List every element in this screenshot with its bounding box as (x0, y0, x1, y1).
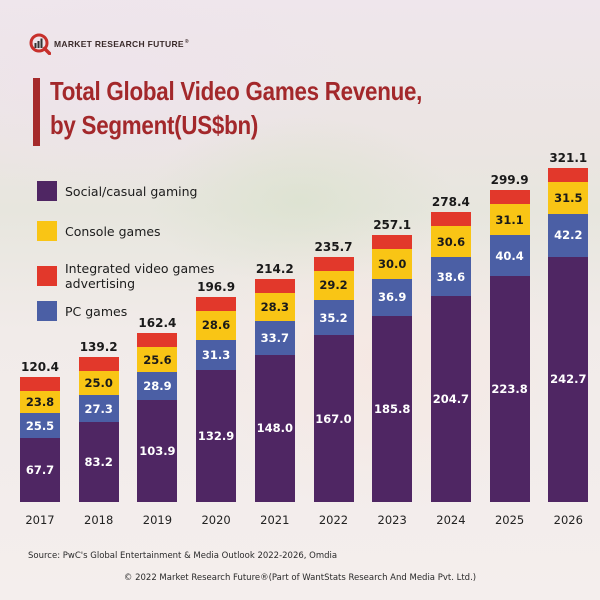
segment-social: 67.7 (20, 437, 60, 502)
bar-total-label: 257.1 (373, 217, 412, 232)
segment-console: 28.6 (196, 311, 237, 340)
segment-pc: 42.2 (548, 213, 589, 257)
segment-pc: 31.3 (196, 339, 237, 371)
bar-total-label: 278.4 (431, 195, 470, 210)
segment-advertising (78, 357, 119, 372)
segment-console: 25.6 (137, 347, 178, 373)
bar-total-label: 162.4 (138, 316, 177, 331)
title-line-2: by Segment(US$bn) (50, 110, 259, 140)
segment-pc: 36.9 (372, 278, 413, 316)
segment-social: 167.0 (313, 335, 354, 502)
x-axis-tick-label: 2026 (553, 513, 583, 527)
bar-2020: 28.6 31.3 132.9 (196, 297, 237, 502)
legend-swatch-social (37, 181, 57, 201)
segment-console: 25.0 (78, 371, 119, 396)
segment-pc: 28.9 (137, 372, 178, 401)
title-accent-bar (33, 78, 40, 146)
copyright-note: © 2022 Market Research Future®(Part of W… (123, 573, 477, 583)
bar-total-label: 299.9 (490, 173, 529, 188)
segment-pc: 33.7 (254, 321, 295, 355)
segment-console: 31.5 (548, 182, 589, 214)
legend-item-social: Social/casual gaming (37, 181, 197, 201)
brand-name: MARKET RESEARCH FUTURE® (54, 39, 189, 49)
bar-2022: 29.2 35.2 167.0 (313, 256, 354, 502)
segment-pc: 35.2 (313, 300, 354, 336)
bar-2017: 23.8 25.5 67.7 (20, 376, 60, 502)
bar-2026: 31.5 42.2 242.7 (548, 168, 589, 502)
segment-console: 30.0 (372, 248, 413, 279)
x-axis-tick-label: 2017 (25, 513, 55, 527)
source-note: Source: PwC's Global Entertainment & Med… (28, 551, 338, 561)
segment-advertising (137, 333, 178, 348)
x-axis-tick-label: 2019 (142, 513, 173, 527)
bar-total-label: 214.2 (255, 262, 294, 277)
segment-advertising (20, 376, 60, 391)
bar-total-label: 139.2 (79, 340, 118, 355)
title-line-1: Total Global Video Games Revenue, (50, 76, 423, 106)
bar-total-label: 235.7 (314, 239, 353, 254)
x-axis-tick-label: 2025 (494, 513, 525, 527)
segment-social: 204.7 (430, 296, 471, 502)
legend-swatch-console (37, 221, 57, 241)
magnifier-bar-chart-logo-icon (29, 33, 52, 56)
bar-2019: 25.6 28.9 103.9 (137, 333, 178, 502)
segment-social: 103.9 (137, 400, 178, 502)
segment-social: 185.8 (372, 315, 413, 502)
segment-console: 31.1 (489, 204, 530, 236)
bar-2018: 25.0 27.3 83.2 (78, 357, 119, 502)
segment-social: 148.0 (254, 354, 295, 502)
segment-advertising (196, 297, 237, 312)
x-axis-tick-label: 2024 (436, 513, 466, 527)
bar-total-label: 321.1 (549, 151, 588, 166)
legend-item-console: Console games (37, 221, 161, 241)
segment-console: 28.3 (254, 293, 295, 322)
segment-advertising (254, 279, 295, 294)
legend-swatch-pc (37, 301, 57, 321)
bar-total-label: 120.4 (21, 359, 59, 374)
bar-2021: 28.3 33.7 148.0 (254, 279, 295, 502)
legend-label: PC games (65, 303, 128, 319)
segment-social: 223.8 (489, 276, 530, 502)
page-title: Total Global Video Games Revenue, by Seg… (50, 74, 422, 142)
segment-social: 242.7 (548, 256, 589, 502)
segment-console: 30.6 (430, 226, 471, 258)
segment-pc: 40.4 (489, 235, 530, 277)
segment-pc: 38.6 (430, 257, 471, 297)
segment-console: 23.8 (20, 390, 60, 414)
segment-advertising (313, 256, 354, 271)
segment-social: 83.2 (78, 421, 119, 502)
legend-item-pc: PC games (37, 301, 127, 321)
legend-swatch-advertising (37, 266, 57, 286)
brand-logo: MARKET RESEARCH FUTURE® (29, 33, 189, 56)
x-axis-tick-label: 2020 (201, 513, 231, 527)
bar-2025: 31.1 40.4 223.8 (489, 190, 530, 502)
segment-advertising (372, 234, 413, 249)
segment-pc: 25.5 (20, 413, 60, 438)
legend-label: Console games (65, 223, 161, 239)
segment-pc: 27.3 (78, 395, 119, 422)
x-axis-tick-label: 2021 (260, 513, 290, 527)
x-axis-tick-label: 2018 (84, 513, 114, 527)
x-axis-tick-label: 2023 (377, 513, 407, 527)
bar-2024: 30.6 38.6 204.7 (430, 212, 471, 502)
legend-label: Integrated video games advertising (65, 261, 215, 291)
bar-2023: 30.0 36.9 185.8 (372, 234, 413, 502)
segment-advertising (430, 212, 471, 227)
bar-total-label: 196.9 (197, 280, 236, 295)
legend-label: Social/casual gaming (65, 183, 198, 199)
segment-advertising (548, 168, 589, 183)
segment-advertising (489, 190, 530, 205)
legend-item-advertising: Integrated video games advertising (37, 261, 225, 291)
segment-console: 29.2 (313, 270, 354, 301)
segment-social: 132.9 (196, 370, 237, 502)
x-axis-tick-label: 2022 (318, 513, 349, 527)
